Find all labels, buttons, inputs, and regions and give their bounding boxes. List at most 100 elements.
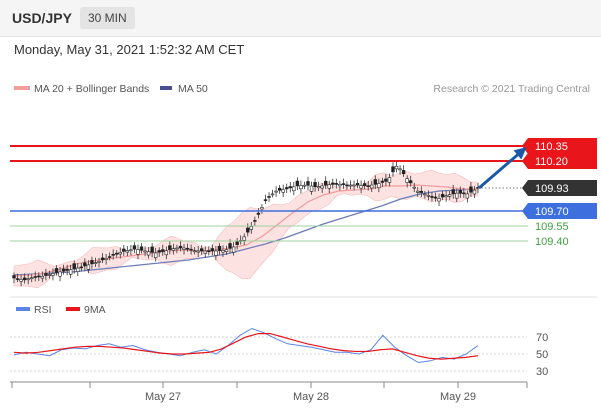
candle-body bbox=[377, 183, 381, 189]
candle-body bbox=[33, 276, 37, 278]
candle-body bbox=[299, 185, 303, 190]
candle-body bbox=[107, 256, 112, 258]
candle-body bbox=[19, 279, 23, 282]
candle-body bbox=[40, 275, 45, 279]
candle-body bbox=[444, 195, 448, 198]
candle-body bbox=[224, 249, 229, 252]
candle-body bbox=[203, 250, 207, 254]
candle-body bbox=[387, 177, 392, 183]
candle-body bbox=[355, 183, 360, 186]
candle-body bbox=[249, 226, 254, 230]
candle-body bbox=[426, 195, 431, 197]
candle-body bbox=[306, 181, 310, 186]
candle-body bbox=[228, 243, 232, 249]
candle-body bbox=[65, 268, 69, 271]
candle-body bbox=[93, 262, 98, 264]
candle-body bbox=[274, 190, 278, 193]
projection-arrowhead bbox=[513, 147, 527, 160]
candle-body bbox=[341, 183, 346, 185]
candle-body bbox=[185, 247, 190, 250]
legend-ma20-swatch bbox=[14, 86, 30, 90]
legend-rsi-label: RSI bbox=[34, 304, 52, 316]
candle-body bbox=[433, 196, 438, 199]
candle-body bbox=[440, 193, 445, 198]
symbol-title: USD/JPY bbox=[12, 10, 72, 26]
candle-body bbox=[338, 184, 342, 187]
support-label: 109.70 bbox=[535, 206, 569, 218]
candle-body bbox=[136, 249, 140, 255]
candle-body bbox=[281, 189, 285, 193]
candle-body bbox=[419, 190, 424, 193]
candle-body bbox=[285, 187, 289, 190]
candle-body bbox=[115, 252, 119, 255]
rsi-tick-label: 50 bbox=[536, 349, 548, 361]
candle-body bbox=[139, 246, 144, 251]
candle-body bbox=[217, 245, 222, 251]
candle-body bbox=[235, 241, 239, 245]
candle-body bbox=[196, 250, 200, 253]
candle-body bbox=[405, 178, 409, 183]
candle-body bbox=[175, 247, 179, 250]
candle-body bbox=[86, 264, 91, 270]
level-lines: 110.35 110.20 109.93 109.70 109.55 109.40 bbox=[10, 138, 597, 248]
candle-body bbox=[146, 251, 151, 256]
legend-rsi-ma-swatch bbox=[66, 307, 80, 311]
credit-label: Research © 2021 Trading Central bbox=[433, 83, 590, 95]
candle-body bbox=[469, 186, 473, 193]
candle-body bbox=[352, 184, 356, 187]
target-label: 109.40 bbox=[535, 236, 569, 248]
candle-body bbox=[221, 249, 225, 253]
legend-rsi-ma-label: 9MA bbox=[84, 304, 106, 316]
candle-body bbox=[295, 180, 300, 187]
candle-body bbox=[210, 248, 215, 252]
candle-body bbox=[451, 189, 455, 195]
candle-body bbox=[277, 187, 282, 191]
candle-body bbox=[150, 246, 154, 253]
timeframe-badge[interactable]: 30 MIN bbox=[80, 7, 135, 29]
candle-body bbox=[164, 250, 169, 256]
candle-body bbox=[72, 263, 76, 270]
candle-body bbox=[380, 180, 385, 183]
candle-body bbox=[260, 207, 264, 210]
candle-body bbox=[90, 260, 94, 265]
candle-body bbox=[118, 252, 122, 255]
price-chart: MA 20 + Bollinger Bands MA 50 Research ©… bbox=[10, 83, 597, 403]
ma50-line bbox=[13, 188, 479, 276]
x-axis-tick-label: May 28 bbox=[293, 391, 329, 403]
rsi-plot: 70 50 30 bbox=[10, 327, 548, 378]
candle-body bbox=[359, 185, 363, 189]
candle-body bbox=[309, 185, 314, 192]
candle-body bbox=[465, 193, 470, 199]
candle-body bbox=[366, 185, 370, 188]
candle-body bbox=[242, 236, 246, 241]
candle-body bbox=[327, 184, 331, 189]
resistance-label: 110.20 bbox=[535, 156, 568, 168]
candle-body bbox=[168, 245, 172, 250]
candle-body bbox=[430, 196, 434, 198]
candle-body bbox=[207, 250, 211, 252]
datetime-label: Monday, May 31, 2021 1:52:32 AM CET bbox=[14, 42, 245, 57]
candle-body bbox=[12, 275, 16, 279]
candle-body bbox=[398, 168, 402, 171]
legend-rsi-swatch bbox=[16, 307, 30, 311]
candle-body bbox=[334, 183, 339, 185]
candle-body bbox=[313, 182, 317, 187]
price-plot bbox=[12, 161, 480, 289]
candle-body bbox=[79, 266, 83, 269]
candle-body bbox=[161, 249, 165, 252]
x-axis-ticks: May 27 May 28 May 29 bbox=[11, 382, 528, 403]
candle-body bbox=[246, 227, 250, 233]
rsi-tick-label: 70 bbox=[536, 332, 548, 344]
candle-body bbox=[76, 267, 80, 272]
projection-arrow bbox=[478, 149, 523, 190]
candle-body bbox=[61, 268, 66, 272]
candle-body bbox=[292, 186, 296, 192]
candle-body bbox=[256, 212, 261, 215]
header-bar: USD/JPY 30 MIN bbox=[0, 0, 601, 37]
legend-ma50-swatch bbox=[160, 86, 172, 90]
candle-body bbox=[348, 184, 353, 187]
candle-body bbox=[394, 165, 399, 170]
rsi-line bbox=[13, 327, 479, 364]
candle-body bbox=[54, 268, 59, 273]
x-axis-tick-label: May 27 bbox=[145, 391, 181, 403]
